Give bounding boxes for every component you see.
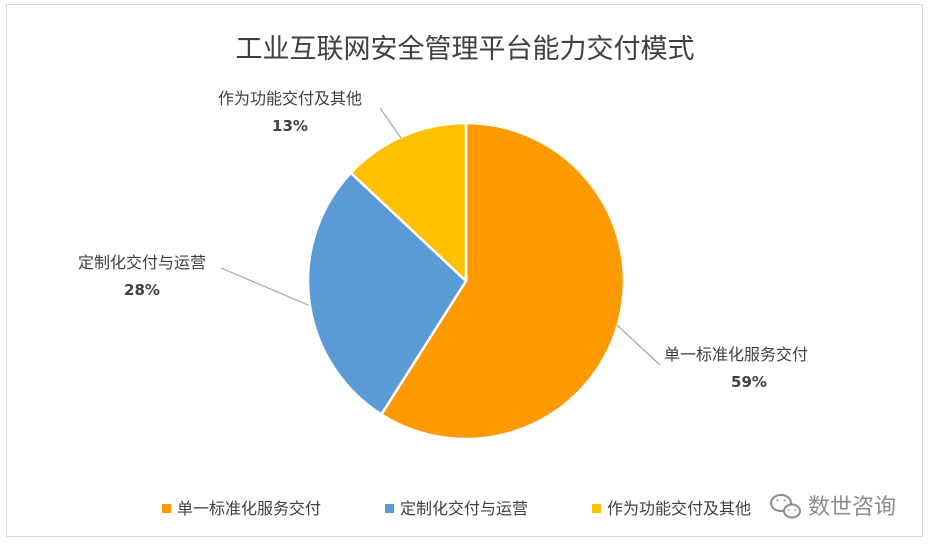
watermark-text: 数世咨询	[808, 495, 896, 520]
data-label-function-other: 作为功能交付及其他 13%	[218, 89, 362, 135]
leader-line-customized	[220, 267, 309, 306]
legend-item-function-other: 作为功能交付及其他	[592, 499, 751, 518]
leader-lines	[220, 107, 661, 366]
legend-swatch	[162, 504, 171, 513]
legend-label: 单一标准化服务交付	[177, 499, 321, 518]
data-label-value: 59%	[731, 373, 767, 391]
legend-item-standard-service: 单一标准化服务交付	[162, 499, 321, 518]
leader-line-function-other	[379, 107, 402, 139]
legend: 单一标准化服务交付 定制化交付与运营 作为功能交付及其他	[162, 499, 751, 518]
pie-slice-function-other	[349, 121, 468, 283]
legend-label: 作为功能交付及其他	[607, 499, 751, 518]
wechat-icon	[770, 494, 801, 519]
watermark: 数世咨询	[764, 488, 916, 522]
chart-title: 工业互联网安全管理平台能力交付模式	[236, 34, 695, 65]
data-label-name: 定制化交付与运营	[78, 253, 206, 272]
data-label-name: 单一标准化服务交付	[664, 345, 808, 364]
pie-slices	[306, 121, 626, 441]
legend-swatch	[592, 504, 601, 513]
legend-item-customized: 定制化交付与运营	[385, 499, 528, 518]
data-label-value: 28%	[124, 281, 160, 299]
data-label-name: 作为功能交付及其他	[218, 89, 362, 108]
data-label-standard-service: 单一标准化服务交付 59%	[664, 345, 808, 391]
data-label-value: 13%	[272, 117, 308, 135]
leader-line-standard-service	[616, 324, 661, 366]
data-label-customized: 定制化交付与运营 28%	[78, 253, 206, 299]
legend-label: 定制化交付与运营	[400, 499, 528, 518]
pie-slice-customized	[306, 171, 468, 416]
legend-swatch	[385, 504, 394, 513]
